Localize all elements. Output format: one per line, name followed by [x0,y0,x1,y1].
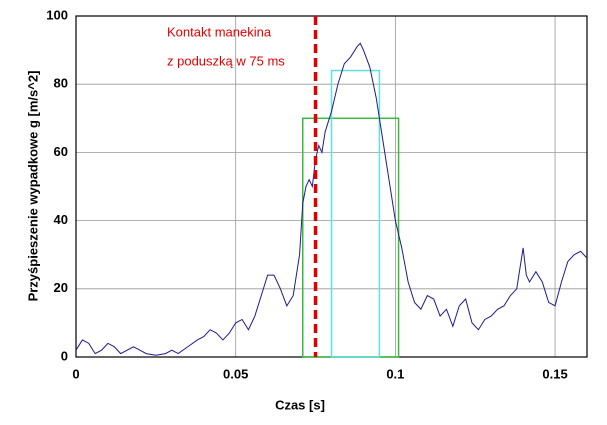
time-window [330,69,381,358]
x-tick-label: 0.05 [223,366,248,381]
annotation: Kontakt manekina [167,24,272,39]
data-line [75,42,588,356]
y-tick-label: 20 [54,280,68,295]
y-axis-label: Przyśpieszenie wypadkowe g [m/s^2] [25,71,40,302]
y-tick-label: 80 [54,76,68,91]
x-tick-label: 0 [72,366,79,381]
y-tick-label: 100 [46,7,68,22]
y-tick-label: 0 [61,348,68,363]
y-tick-label: 40 [54,212,68,227]
annotation: z poduszką w 75 ms [167,53,285,68]
y-tick-label: 60 [54,144,68,159]
x-tick-label: 0.15 [542,366,567,381]
x-axis-label: Czas [s] [275,397,325,412]
x-tick-label: 0.1 [386,366,404,381]
